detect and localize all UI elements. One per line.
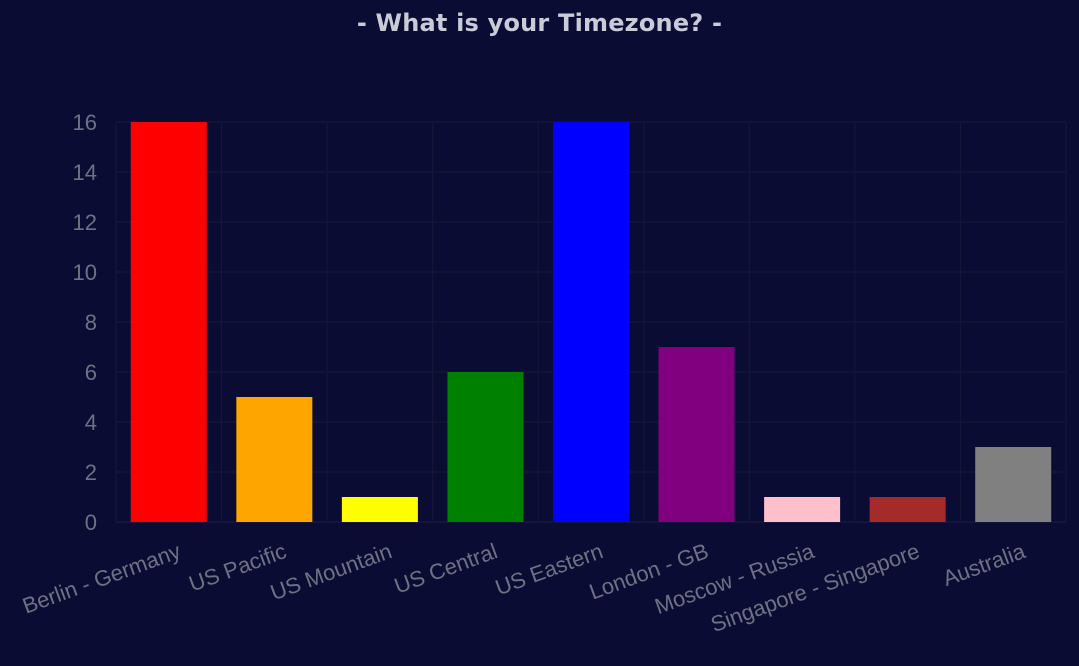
- x-tick-label: Australia: [939, 538, 1029, 591]
- bar: [869, 497, 946, 522]
- y-tick-label: 4: [85, 410, 97, 435]
- bar: [341, 497, 418, 522]
- y-axis-ticks: 0 2 4 6 8 10 12 14 16: [73, 110, 97, 535]
- x-tick-label: US Mountain: [267, 538, 395, 605]
- y-tick-label: 2: [85, 460, 97, 485]
- y-tick-label: 6: [85, 360, 97, 385]
- bar: [658, 347, 735, 522]
- x-tick-label: US Central: [391, 538, 501, 598]
- y-tick-label: 16: [73, 110, 97, 135]
- x-tick-label: Berlin - Germany: [19, 538, 184, 618]
- bars: [130, 122, 1052, 522]
- y-tick-label: 12: [73, 210, 97, 235]
- bar: [553, 122, 629, 522]
- y-tick-label: 0: [85, 510, 97, 535]
- bar: [975, 447, 1052, 522]
- bar: [130, 122, 207, 522]
- bar: [236, 397, 313, 522]
- bar: [447, 372, 524, 522]
- chart-title: - What is your Timezone? -: [356, 9, 723, 37]
- y-tick-label: 14: [73, 160, 97, 185]
- bar: [764, 497, 841, 522]
- y-tick-label: 8: [85, 310, 97, 335]
- y-tick-label: 10: [73, 260, 97, 285]
